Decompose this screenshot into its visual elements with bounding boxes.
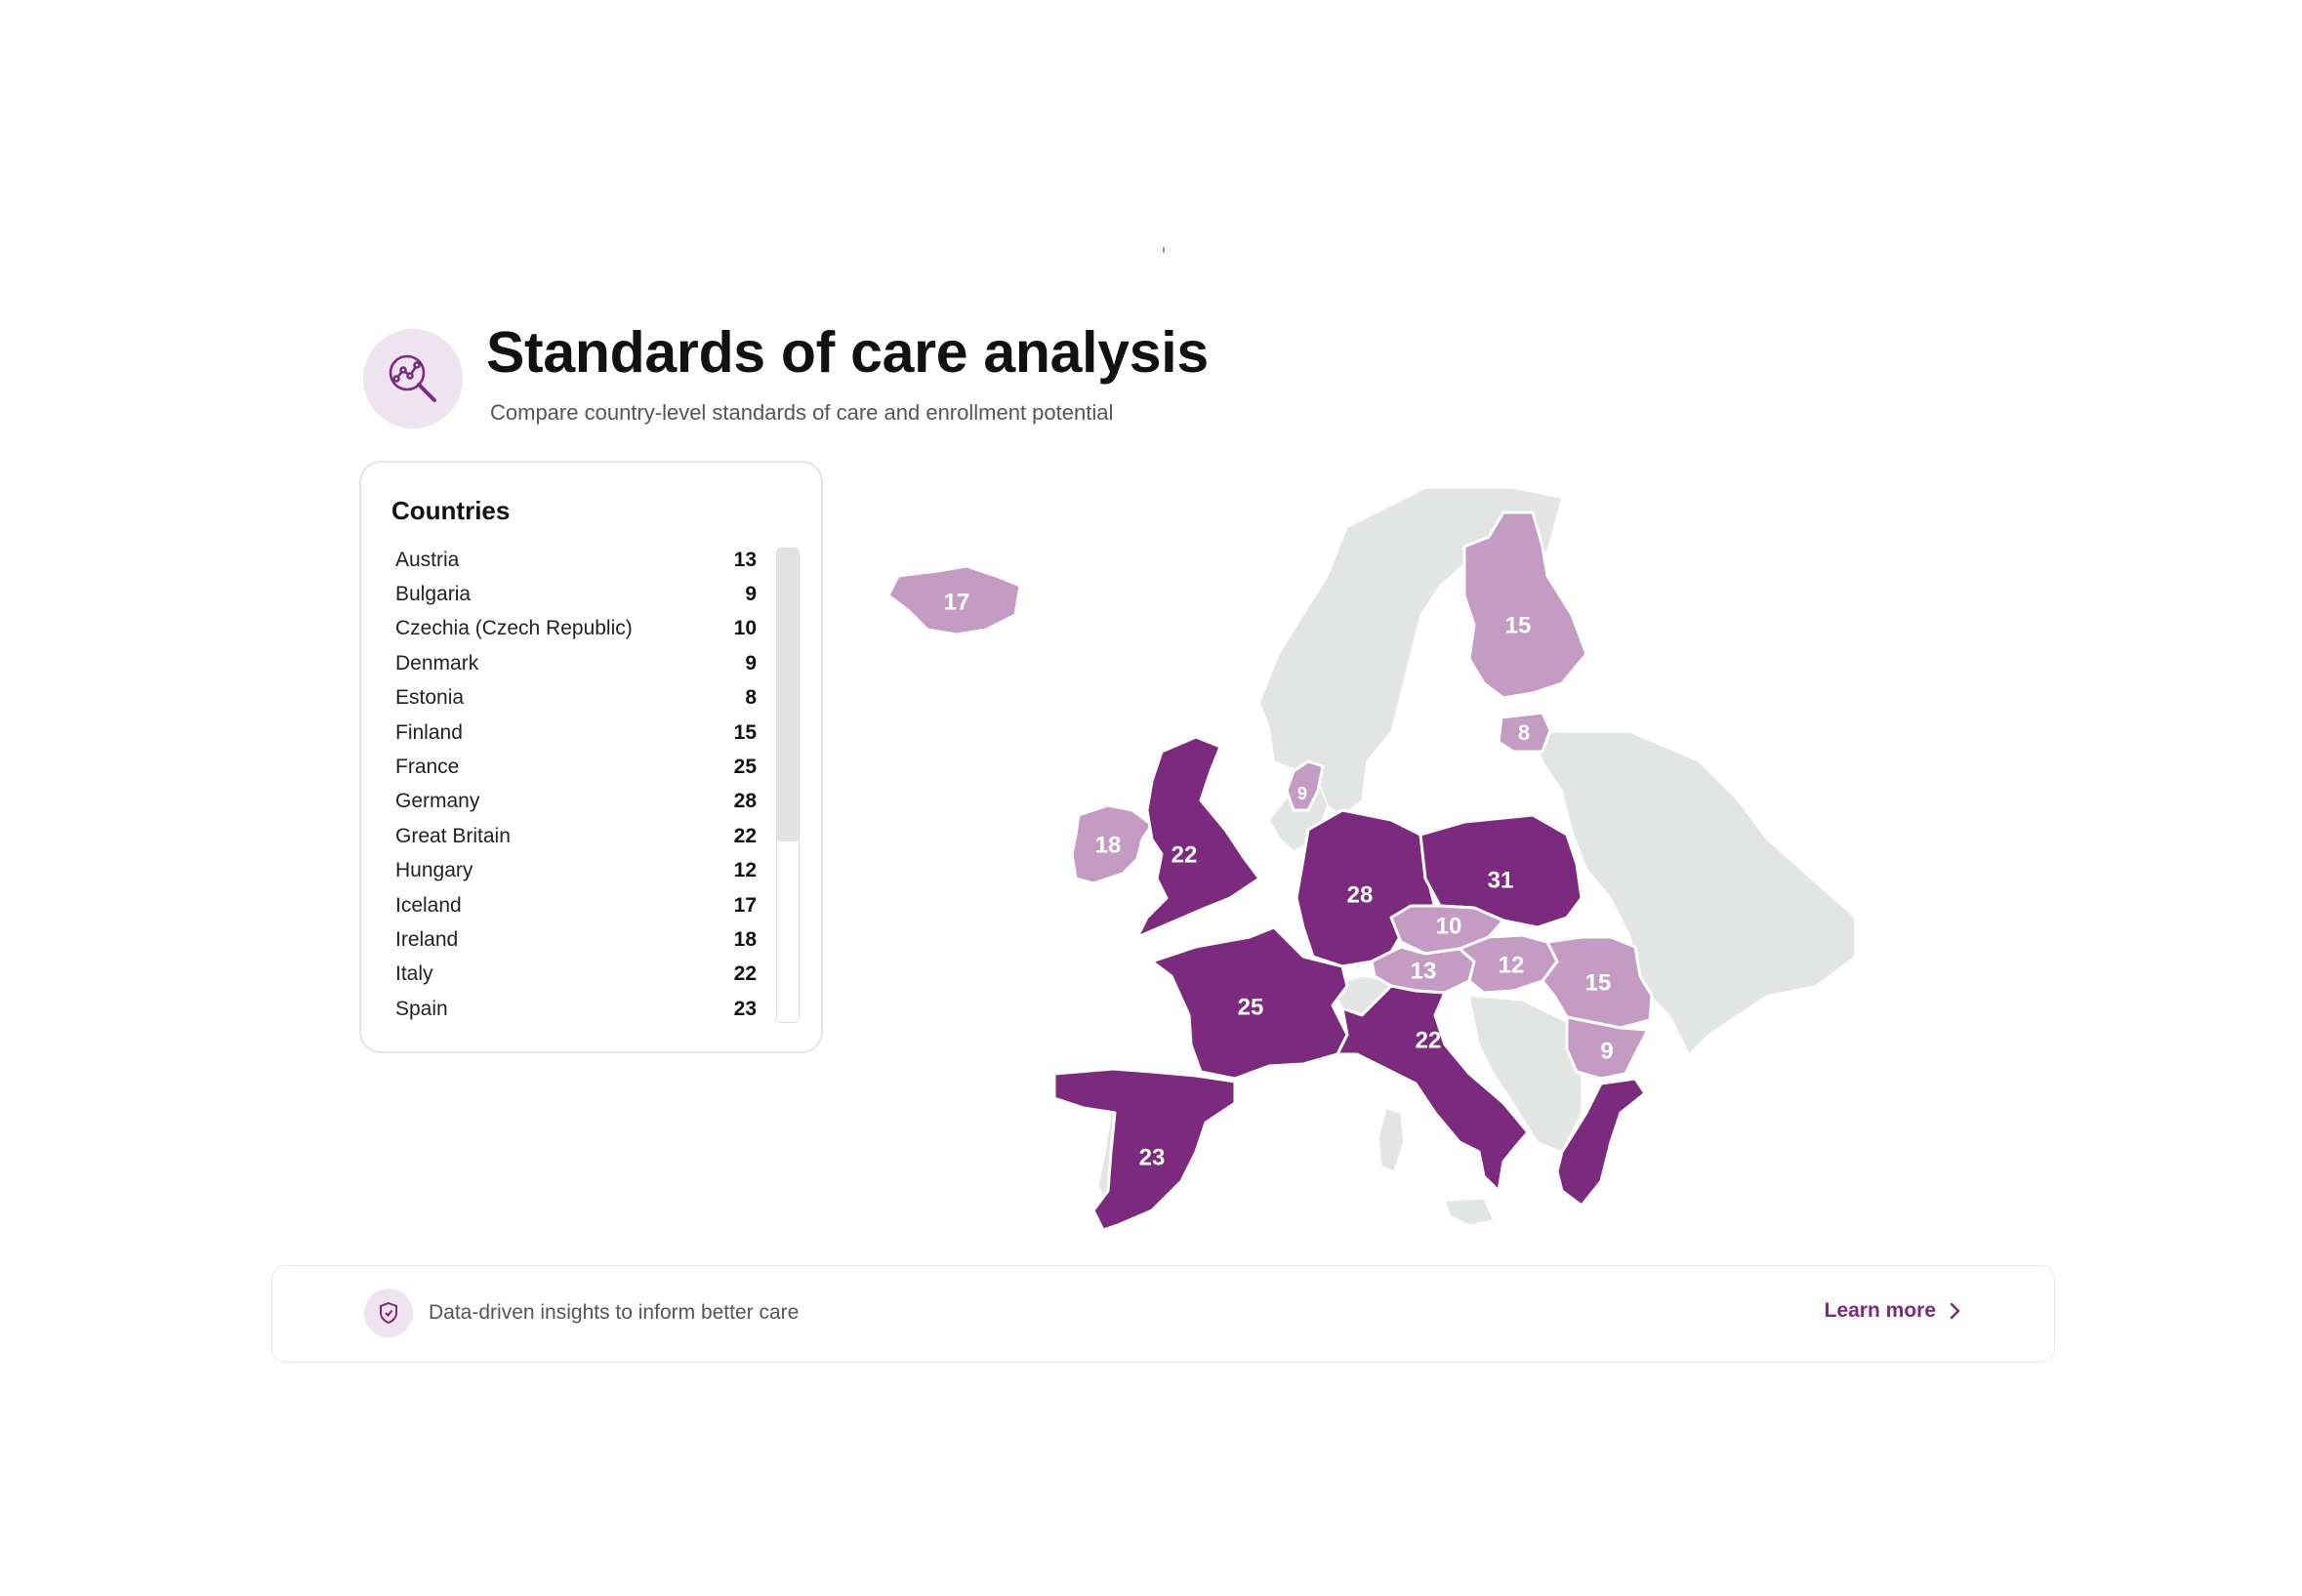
map-sardinia [1377, 1107, 1405, 1172]
list-item[interactable]: Ireland 18 [395, 922, 757, 957]
country-count: 8 [745, 686, 757, 710]
scrollbar-thumb[interactable] [777, 549, 799, 841]
list-item[interactable]: Germany 28 [395, 785, 757, 819]
footer-banner: Data-driven insights to inform better ca… [271, 1265, 2055, 1363]
country-count: 13 [733, 548, 757, 571]
map-baltics-eastern-europe [1531, 731, 1856, 1056]
countries-list: Austria 13 Bulgaria 9 Czechia (Czech Republi… [395, 543, 757, 1026]
country-count: 28 [733, 790, 757, 813]
country-count: 12 [733, 859, 757, 882]
list-item[interactable]: Finland 15 [395, 716, 757, 750]
map-value-label: 25 [1238, 994, 1264, 1020]
country-name: Spain [395, 997, 448, 1020]
list-item[interactable]: Czechia (Czech Republic) 10 [395, 612, 757, 646]
map-value-label: 15 [1505, 612, 1532, 638]
map-balkans [1468, 995, 1587, 1153]
country-count: 22 [733, 962, 757, 986]
analytics-search-icon [363, 329, 463, 429]
list-item[interactable]: Hungary 12 [395, 854, 757, 888]
map-value-label: 22 [1416, 1027, 1442, 1053]
learn-more-link[interactable]: Learn more [1825, 1299, 1961, 1323]
countries-panel: Countries Austria 13 Bulgaria 9 Czechia (Cze… [359, 461, 823, 1053]
europe-map: 17 15 8 9 18 22 28 31 10 13 12 15 25 22 9 23 [886, 487, 1856, 1232]
list-item[interactable]: Austria 13 [395, 543, 757, 577]
map-region-estonia [1497, 711, 1552, 754]
map-region-finland [1462, 511, 1588, 700]
map-value-label: 8 [1518, 720, 1530, 745]
country-name: Finland [395, 720, 463, 744]
country-name: Austria [395, 548, 460, 571]
country-name: Italy [395, 962, 433, 986]
map-value-label: 23 [1139, 1144, 1166, 1170]
country-count: 17 [733, 893, 757, 917]
list-item[interactable]: Italy 22 [395, 958, 757, 992]
panel-title: Countries [391, 496, 511, 525]
list-item[interactable]: Denmark 9 [395, 646, 757, 680]
country-name: Hungary [395, 859, 473, 882]
learn-more-label: Learn more [1824, 1299, 1936, 1322]
list-item[interactable]: France 25 [395, 750, 757, 784]
country-count: 22 [733, 824, 757, 847]
list-item[interactable]: Bulgaria 9 [395, 577, 757, 611]
country-name: Ireland [395, 927, 459, 951]
country-name: Germany [395, 790, 480, 813]
map-value-label: 17 [944, 589, 970, 615]
country-count: 25 [733, 756, 757, 779]
country-name: Denmark [395, 651, 479, 675]
shield-icon [364, 1289, 413, 1337]
country-name: Great Britain [395, 824, 511, 847]
country-count: 9 [745, 651, 757, 675]
country-count: 15 [733, 720, 757, 744]
country-count: 23 [733, 997, 757, 1020]
map-value-label: 10 [1436, 913, 1462, 939]
chevron-right-icon [1950, 1302, 1960, 1320]
scrollbar[interactable] [776, 548, 800, 1023]
map-region-romania [1541, 935, 1654, 1030]
map-scandinavia [1258, 487, 1563, 816]
country-count: 18 [733, 927, 757, 951]
map-value-label: 13 [1411, 958, 1437, 984]
map-region-greece [1555, 1077, 1647, 1207]
map-value-label: 18 [1095, 832, 1122, 858]
list-item[interactable]: Great Britain 22 [395, 819, 757, 853]
map-region-denmark [1285, 759, 1325, 812]
map-value-label: 22 [1172, 841, 1198, 868]
map-value-label: 31 [1488, 867, 1514, 893]
footer-text: Data-driven insights to inform better ca… [429, 1301, 800, 1324]
map-sicily [1443, 1198, 1496, 1226]
map-region-great-britain [1135, 735, 1261, 939]
page-subtitle: Compare country-level standards of care … [490, 400, 1114, 425]
country-name: France [395, 756, 460, 779]
map-region-france [1150, 925, 1349, 1081]
map-region-bulgaria [1565, 1015, 1650, 1081]
decorative-tick [1163, 247, 1165, 253]
country-name: Bulgaria [395, 583, 472, 606]
list-item[interactable]: Iceland 17 [395, 888, 757, 922]
country-name: Czechia (Czech Republic) [395, 617, 633, 640]
country-name: Estonia [395, 686, 465, 710]
country-count: 9 [745, 583, 757, 606]
map-region-italy [1336, 984, 1530, 1193]
map-region-spain [1052, 1067, 1237, 1232]
map-value-label: 28 [1347, 881, 1374, 908]
map-value-label: 12 [1499, 952, 1525, 978]
country-name: Iceland [395, 893, 462, 917]
map-value-label: 9 [1297, 784, 1307, 803]
list-item[interactable]: Estonia 8 [395, 681, 757, 716]
map-region-ireland [1070, 803, 1154, 885]
page-title: Standards of care analysis [486, 320, 1209, 385]
map-value-label: 15 [1585, 969, 1612, 996]
list-item[interactable]: Spain 23 [395, 992, 757, 1026]
map-region-iceland [886, 564, 1022, 636]
country-count: 10 [733, 617, 757, 640]
map-value-label: 9 [1600, 1038, 1613, 1064]
